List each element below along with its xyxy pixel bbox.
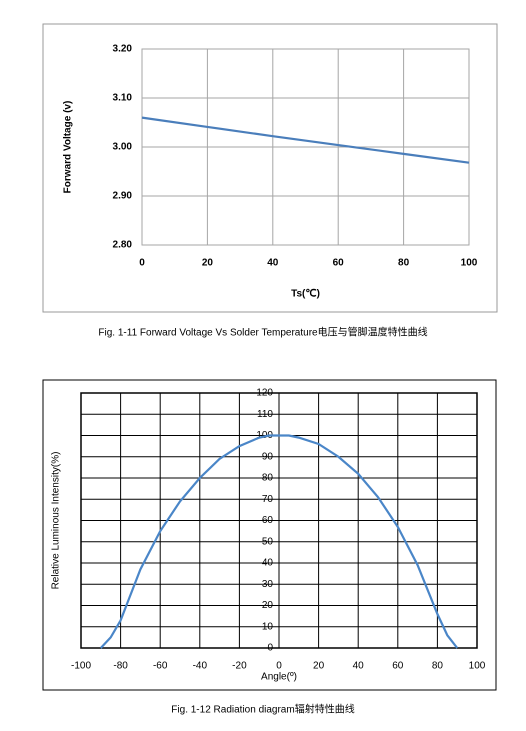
x-tick-label: 0 [139, 258, 145, 269]
y-axis-title: Relative Luminous Intensity(%) [51, 452, 62, 590]
x-tick-label: 60 [333, 258, 345, 269]
data-line [99, 434, 459, 649]
x-tick-label: 80 [432, 661, 444, 672]
x-tick-label: 40 [267, 258, 279, 269]
x-tick-label: 20 [202, 258, 214, 269]
y-tick-label: 60 [262, 515, 274, 526]
y-tick-label: 40 [262, 558, 274, 569]
y-tick-label: 70 [262, 494, 274, 505]
x-tick-label: -100 [71, 661, 91, 672]
y-tick-label: 3.00 [113, 142, 133, 153]
x-tick-label: -80 [113, 661, 128, 672]
y-tick-label: 2.80 [113, 240, 133, 251]
y-tick-label: 90 [262, 451, 274, 462]
x-axis-title: Ts(℃) [291, 289, 320, 300]
y-tick-label: 20 [262, 600, 274, 611]
x-axis-title: Angle(º) [261, 672, 297, 683]
x-tick-label: -20 [232, 661, 247, 672]
y-tick-label: 10 [262, 621, 274, 632]
chart-frame [42, 23, 498, 313]
y-tick-label: 30 [262, 579, 274, 590]
x-tick-label: 100 [469, 661, 486, 672]
plot-border [141, 48, 470, 246]
plot-border [80, 392, 478, 649]
y-tick-label: 80 [262, 473, 274, 484]
y-tick-label: 2.90 [113, 191, 133, 202]
y-axis-title: Forward Voltage (v) [63, 101, 74, 194]
x-tick-label: -40 [193, 661, 208, 672]
y-tick-label: 110 [257, 409, 273, 420]
x-tick-label: 0 [276, 661, 282, 672]
figure-caption: Fig. 1-11 Forward Voltage Vs Solder Temp… [98, 326, 427, 339]
y-tick-label: 50 [262, 536, 274, 547]
y-tick-label: 3.10 [113, 93, 133, 104]
x-tick-label: 80 [398, 258, 410, 269]
x-tick-label: 100 [461, 258, 478, 269]
x-tick-label: 40 [353, 661, 365, 672]
chart-frame [42, 379, 497, 691]
figure-caption: Fig. 1-12 Radiation diagram辐射特性曲线 [171, 703, 354, 716]
x-tick-label: -60 [153, 661, 168, 672]
x-tick-label: 60 [392, 661, 404, 672]
data-line [141, 116, 470, 164]
y-tick-label: 3.20 [113, 44, 133, 55]
x-tick-label: 20 [313, 661, 325, 672]
